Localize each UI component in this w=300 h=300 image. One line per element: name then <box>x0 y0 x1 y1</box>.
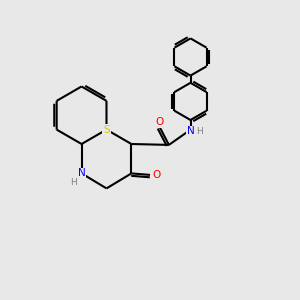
Text: O: O <box>153 170 161 180</box>
Text: H: H <box>196 127 203 136</box>
Text: N: N <box>78 168 86 178</box>
Text: S: S <box>103 124 110 135</box>
Text: N: N <box>187 126 194 136</box>
Text: O: O <box>155 117 163 127</box>
Text: H: H <box>70 178 76 187</box>
